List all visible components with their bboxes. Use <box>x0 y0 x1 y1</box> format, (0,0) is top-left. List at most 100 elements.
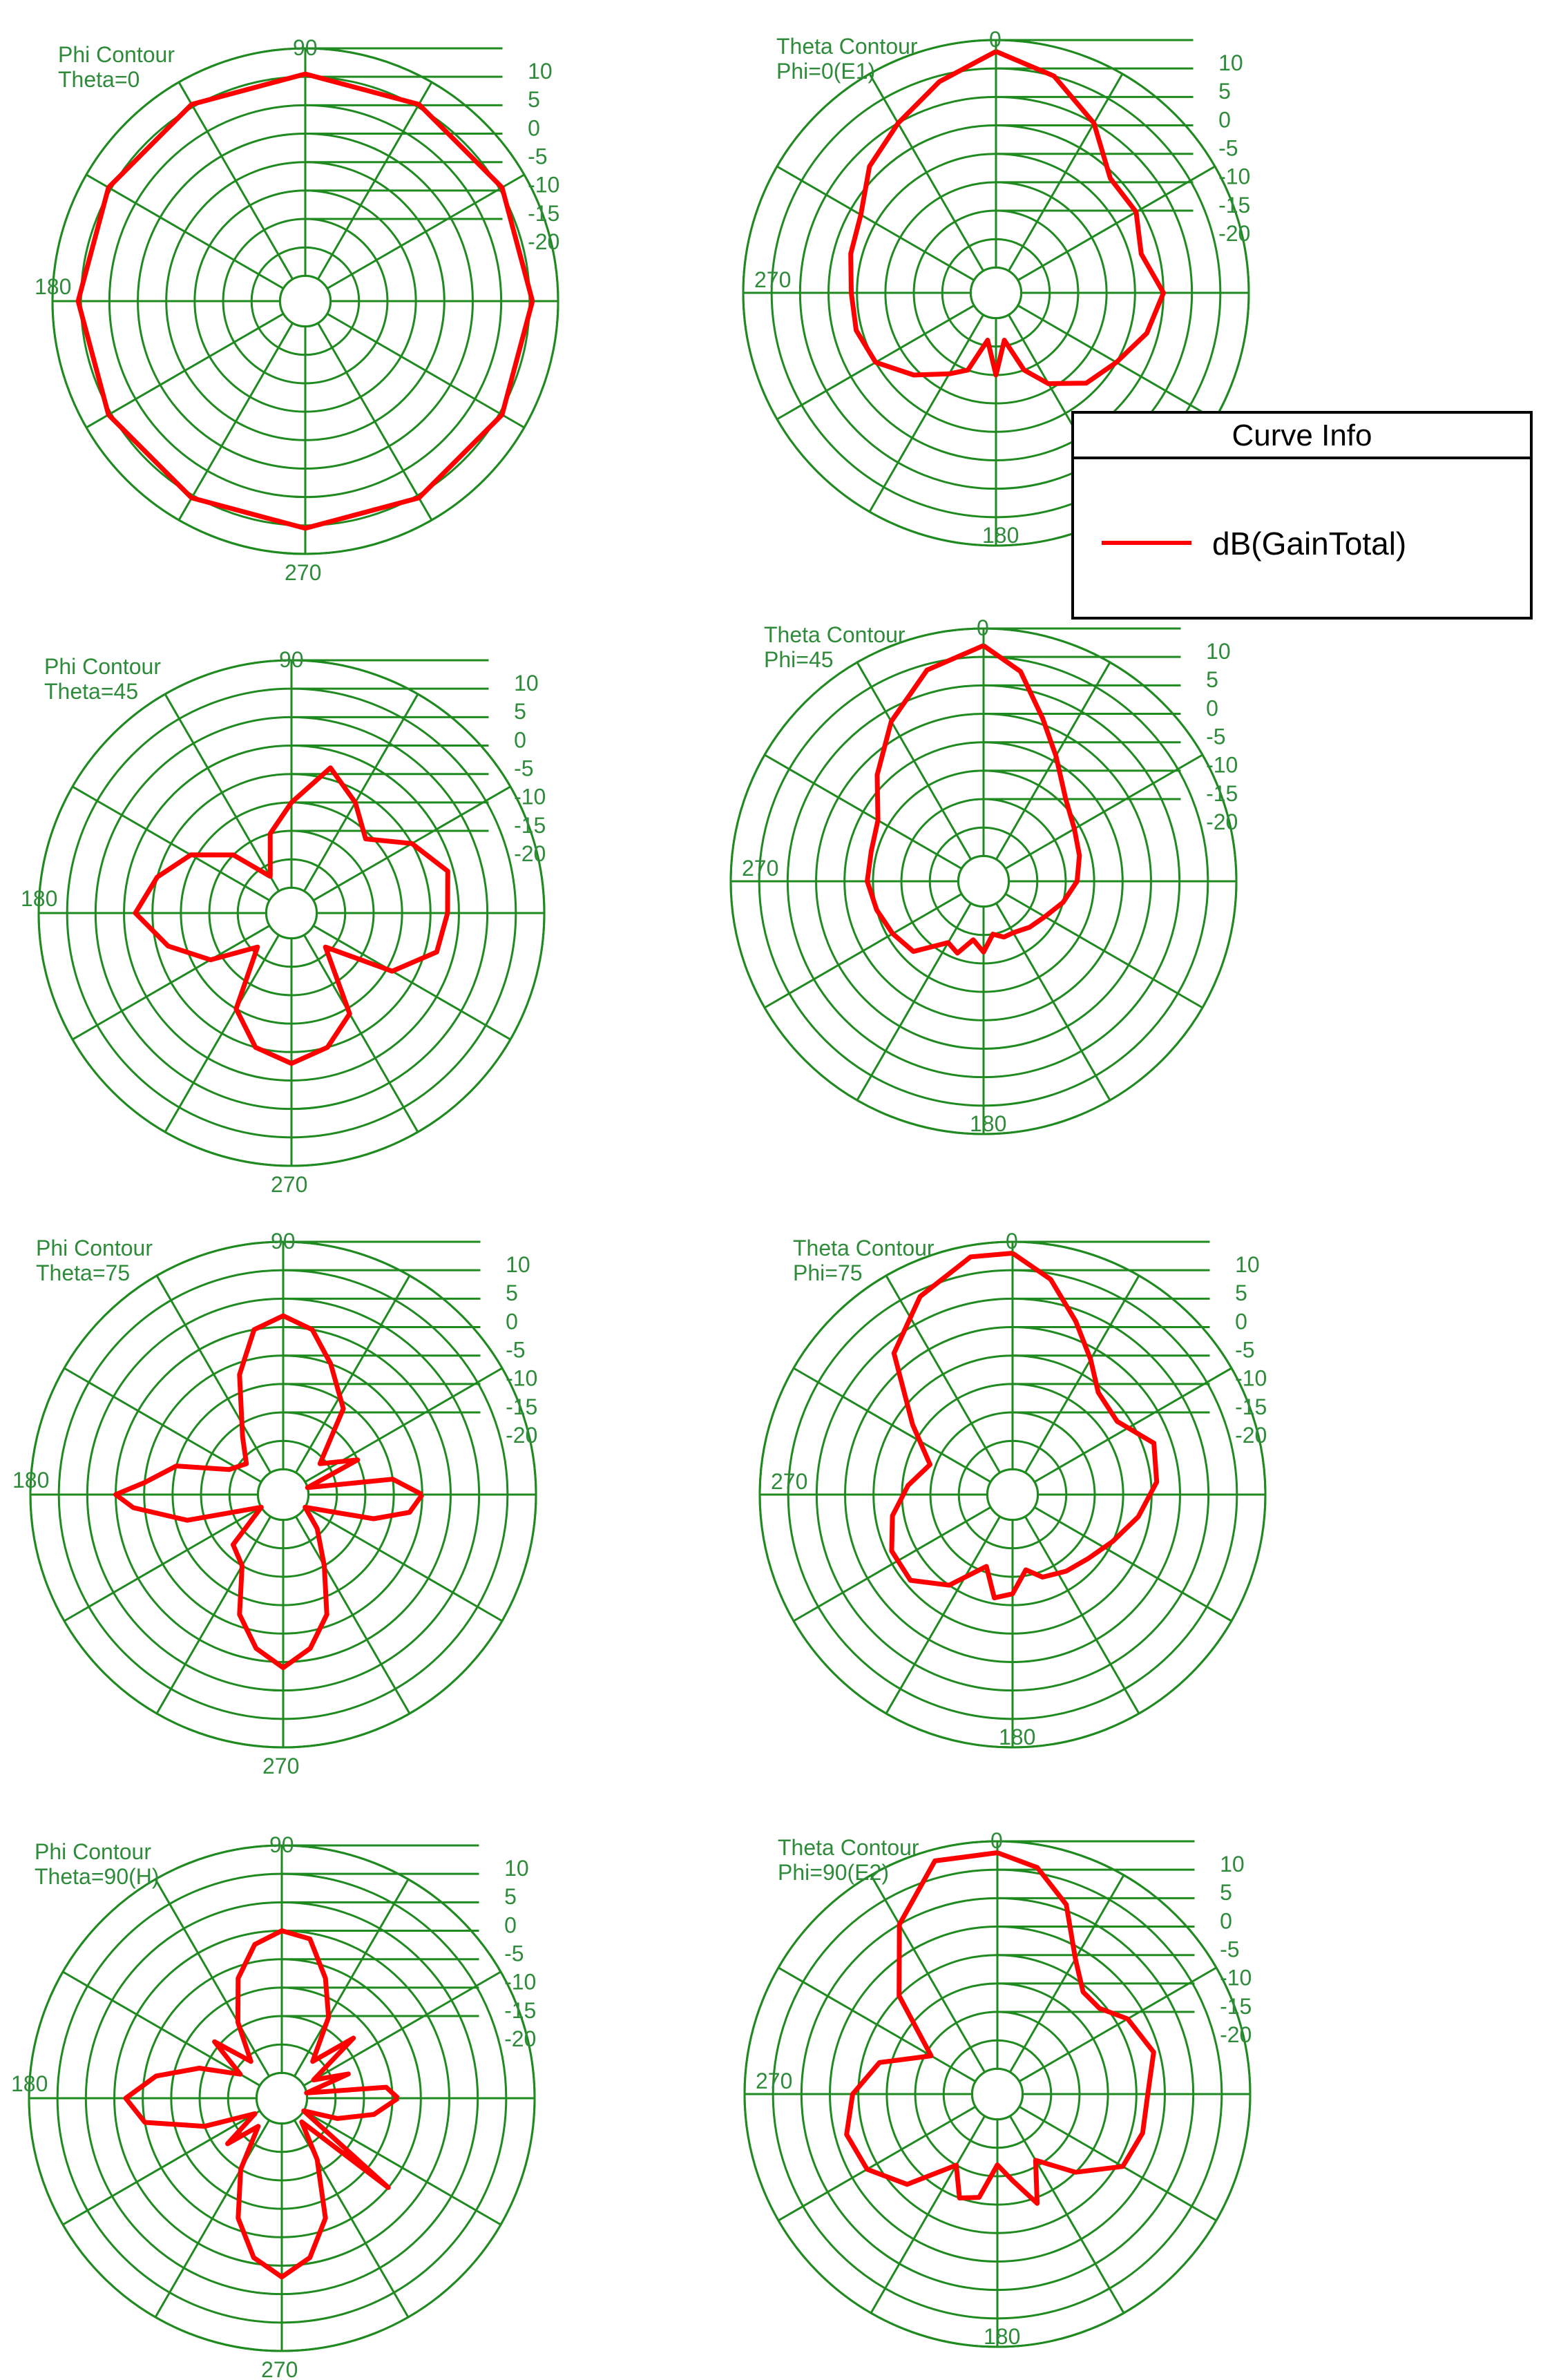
radial-tick-label: -5 <box>1220 1937 1239 1962</box>
chart-title-line: Theta Contour <box>776 34 918 59</box>
grid-spoke <box>856 902 972 1101</box>
radial-tick-label: -20 <box>504 2026 536 2051</box>
angle-label: 270 <box>262 1754 299 1778</box>
angle-label: 90 <box>279 647 304 672</box>
angle-label: 90 <box>293 35 318 60</box>
grid-spoke <box>778 2106 977 2222</box>
radial-tick-label: 10 <box>1220 1852 1245 1877</box>
grid-spoke <box>326 313 525 429</box>
radial-tick-label: -20 <box>1206 809 1238 834</box>
polar-chart-6: 10 5 0 -5 -10 -15 -20 0 270 180 Theta ContourPhi=7… <box>758 1229 1267 1749</box>
angle-label: 90 <box>269 1832 294 1857</box>
grid-center-ring <box>265 886 318 940</box>
radial-tick-label: -5 <box>1235 1338 1254 1363</box>
radial-tick-label: -15 <box>504 1998 536 2023</box>
grid-spoke <box>64 1367 262 1483</box>
grid-spoke <box>868 73 984 272</box>
grid-spoke <box>1018 1966 1217 2082</box>
radial-tick-label: -5 <box>528 144 547 169</box>
radial-tick-label: -15 <box>1206 781 1238 806</box>
radial-tick-label: 10 <box>1218 50 1243 75</box>
radial-tick-label: 0 <box>1206 695 1218 720</box>
gain-curve <box>844 1850 1156 2206</box>
chart-title-line: Phi Contour <box>35 1839 151 1864</box>
chart-title-line: Phi=90(E2) <box>778 1860 889 1885</box>
angle-label: 180 <box>12 1468 49 1493</box>
grid-spoke <box>303 2110 501 2226</box>
angle-label: 270 <box>754 267 791 292</box>
radial-tick-label: 10 <box>528 59 553 84</box>
grid-spoke <box>155 1515 271 1714</box>
grid-spoke <box>870 1874 986 2073</box>
chart-title-line: Theta Contour <box>778 1835 919 1860</box>
grid-spoke <box>72 785 271 901</box>
angle-label: 180 <box>970 1111 1006 1136</box>
gain-curve <box>123 1928 400 2280</box>
grid-spoke <box>86 313 285 429</box>
radial-tick-label: 5 <box>514 699 526 724</box>
grid-spoke <box>885 1275 1001 1474</box>
radial-tick-label: -20 <box>1235 1423 1267 1448</box>
radial-tick-label: 5 <box>528 87 540 112</box>
grid-spoke <box>317 322 433 521</box>
angle-label: 270 <box>771 1469 807 1494</box>
grid-center-ring <box>986 1468 1040 1522</box>
grid-spoke <box>295 1275 411 1474</box>
angle-label: 270 <box>261 2357 298 2380</box>
grid-spoke <box>764 754 963 870</box>
radial-tick-label: 10 <box>1235 1252 1260 1277</box>
grid-spoke <box>312 925 511 1041</box>
grid-spoke <box>1018 2106 1217 2222</box>
chart-title-line: Phi=45 <box>764 647 834 672</box>
chart-title-line: Theta Contour <box>764 622 906 647</box>
radial-tick-label: -15 <box>514 813 546 838</box>
angle-label: 90 <box>271 1229 296 1254</box>
radial-tick-label: -5 <box>506 1338 525 1363</box>
grid-spoke <box>1009 2115 1125 2314</box>
grid-spoke <box>178 81 294 280</box>
radial-tick-label: -10 <box>506 1366 537 1391</box>
grid-spoke <box>1033 1367 1232 1483</box>
radial-tick-label: -5 <box>1218 136 1238 161</box>
radial-tick-label: -15 <box>506 1394 537 1419</box>
grid-spoke <box>1024 1515 1140 1714</box>
grid-spoke <box>778 1966 977 2082</box>
grid-spoke <box>155 1275 271 1474</box>
grid-spoke <box>793 1367 992 1483</box>
polar-chart-5: 10 5 0 -5 -10 -15 -20 90 180 270 Phi ContourTheta=… <box>12 1229 537 1778</box>
grid-spoke <box>995 662 1111 861</box>
grid-spoke <box>294 1879 410 2077</box>
radial-tick-label: 5 <box>1218 79 1231 104</box>
grid-center-ring <box>957 854 1010 908</box>
gain-curve <box>865 643 1082 956</box>
radial-tick-label: 10 <box>514 671 539 695</box>
radial-tick-label: -10 <box>528 173 559 198</box>
angle-label: 0 <box>977 615 989 640</box>
angle-label: 270 <box>285 560 321 585</box>
angle-label: 180 <box>999 1725 1035 1749</box>
angle-label: 180 <box>35 274 71 299</box>
radial-tick-label: 0 <box>1235 1309 1247 1334</box>
radial-tick-label: -10 <box>514 785 546 809</box>
grid-spoke <box>303 693 419 892</box>
radial-tick-label: -15 <box>528 201 559 226</box>
angle-label: 180 <box>984 2324 1020 2349</box>
radial-tick-label: -10 <box>1206 753 1238 778</box>
radial-tick-label: -20 <box>528 229 559 254</box>
grid-center-ring <box>255 2071 309 2125</box>
grid-spoke <box>1024 1275 1140 1474</box>
radial-tick-label: -10 <box>1220 1966 1252 1990</box>
angle-label: 0 <box>1006 1229 1018 1254</box>
radial-tick-label: -15 <box>1218 193 1250 218</box>
grid-spoke <box>1009 1874 1125 2073</box>
grid-center-ring <box>256 1468 310 1522</box>
chart-title-line: Phi=0(E1) <box>776 59 875 84</box>
radial-tick-label: 0 <box>528 115 540 140</box>
chart-title-line: Phi Contour <box>44 654 161 679</box>
polar-chart-4: 10 5 0 -5 -10 -15 -20 0 270 180 Theta ContourPhi=4… <box>729 615 1238 1136</box>
grid-spoke <box>1008 73 1124 272</box>
grid-spoke <box>62 1970 261 2086</box>
grid-spoke <box>317 81 433 280</box>
polar-chart-1: 10 5 0 -5 -10 -15 -20 90 180 270 Phi ContourTheta=… <box>35 35 559 585</box>
legend-title: Curve Info <box>1074 414 1530 459</box>
